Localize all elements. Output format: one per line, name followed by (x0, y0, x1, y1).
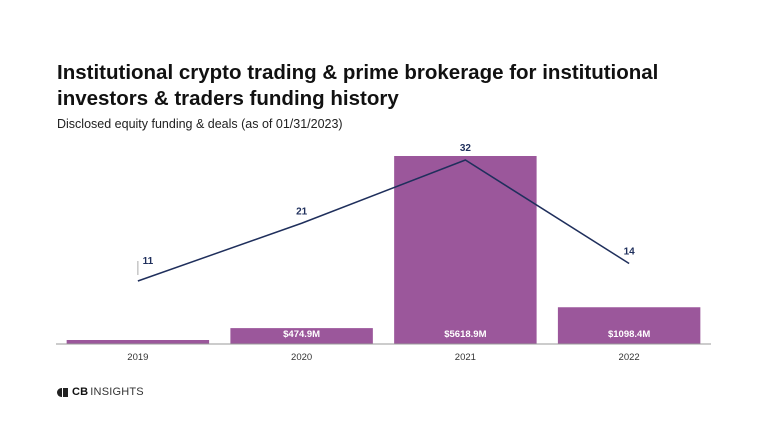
cbinsights-logo: CB INSIGHTS (57, 386, 144, 398)
logo-text-bold: CB (72, 386, 89, 398)
bar-2019 (66, 340, 210, 344)
deal-count-label-2021: 32 (460, 143, 472, 154)
x-tick-label-2019: 2019 (127, 352, 148, 363)
logo-text: INSIGHTS (90, 386, 144, 398)
chart-subtitle: Disclosed equity funding & deals (as of … (57, 117, 343, 131)
bar-value-label-2019: $95.4M (122, 329, 154, 340)
deal-count-label-2022: 14 (624, 247, 636, 258)
x-tick-label-2022: 2022 (619, 352, 640, 363)
cbinsights-logo-icon (57, 387, 68, 397)
bar-2021 (394, 156, 537, 344)
deal-count-label-2019: 11 (143, 256, 154, 267)
deals-line (137, 159, 630, 282)
x-tick-label-2020: 2020 (291, 352, 312, 363)
bar-2020 (230, 328, 373, 344)
chart-title: Institutional crypto trading & prime bro… (57, 61, 659, 110)
bar-value-label-2021: $5618.9M (444, 329, 486, 340)
bar-value-label-2022: $1098.4M (608, 329, 650, 340)
bar-value-label-2020: $474.9M (283, 329, 320, 340)
bar-2022 (557, 307, 701, 344)
deal-count-label-2020: 21 (296, 206, 308, 217)
x-tick-label-2021: 2021 (455, 352, 476, 363)
